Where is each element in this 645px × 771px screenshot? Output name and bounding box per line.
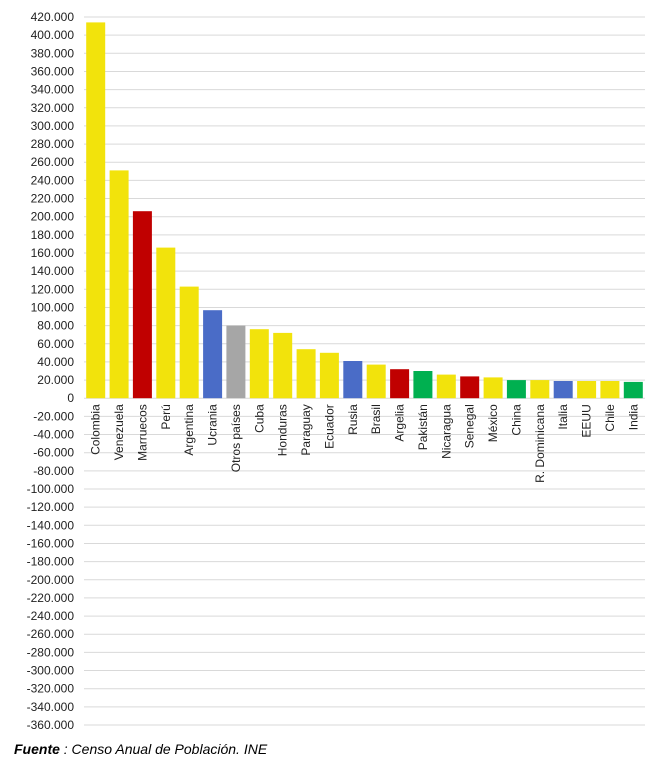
y-tick-label: -240.000 — [27, 609, 75, 623]
y-tick-label: 200.000 — [31, 210, 75, 224]
x-category-label: Argentina — [182, 404, 196, 456]
bar-per- — [156, 247, 176, 399]
x-category-label: Rusia — [346, 404, 360, 435]
y-tick-label: -140.000 — [27, 518, 75, 532]
x-category-label: Nicaragua — [439, 404, 453, 459]
y-tick-label: 280.000 — [31, 137, 75, 151]
y-tick-label: 140.000 — [31, 264, 75, 278]
y-tick-label: 160.000 — [31, 246, 75, 260]
source-note: Fuente : Censo Anual de Población. INE — [14, 741, 267, 757]
y-tick-label: 400.000 — [31, 28, 75, 42]
bar-ecuador — [319, 352, 339, 399]
bar-chile — [600, 381, 620, 399]
y-tick-label: -180.000 — [27, 555, 75, 569]
x-category-label: Paraguay — [299, 404, 313, 455]
y-tick-label: 80.000 — [37, 319, 74, 333]
y-tick-label: -200.000 — [27, 573, 75, 587]
y-tick-label: 420.000 — [31, 10, 75, 24]
bar-senegal — [460, 376, 480, 399]
bar-venezuela — [109, 170, 129, 399]
y-tick-label: 380.000 — [31, 46, 75, 60]
y-tick-label: -320.000 — [27, 682, 75, 696]
x-category-label: Ucrania — [206, 404, 220, 446]
x-category-label: Honduras — [276, 404, 290, 456]
x-category-label: Perú — [159, 404, 173, 429]
bar-chart: 420.000 400.000 380.000 360.000 340.000 320.0… — [27, 10, 645, 732]
bars — [86, 22, 643, 399]
y-tick-label: 240.000 — [31, 173, 75, 187]
y-tick-label: 340.000 — [31, 83, 75, 97]
y-tick-label: 100.000 — [31, 300, 75, 314]
bar-india — [623, 381, 643, 399]
y-tick-label: 0 — [67, 391, 74, 405]
bar-italia — [553, 381, 573, 399]
bar-r-dominicana — [530, 380, 550, 399]
bar-otros-pa-ses — [226, 325, 246, 399]
y-tick-label: 260.000 — [31, 155, 75, 169]
x-category-label: Argelia — [393, 404, 407, 442]
y-tick-label: 180.000 — [31, 228, 75, 242]
y-tick-label: 60.000 — [37, 337, 74, 351]
y-tick-label: -260.000 — [27, 627, 75, 641]
y-tick-label: -160.000 — [27, 536, 75, 550]
y-tick-label: -60.000 — [33, 446, 74, 460]
x-category-label: Chile — [603, 404, 617, 432]
x-category-label: Italia — [556, 404, 570, 430]
bar-eeuu — [577, 381, 597, 399]
gridlines — [84, 16, 645, 726]
bar-argelia — [390, 369, 410, 399]
x-category-label: México — [486, 404, 500, 442]
y-tick-label: -100.000 — [27, 482, 75, 496]
bar-pakist-n — [413, 371, 433, 399]
bar-paraguay — [296, 349, 316, 399]
x-category-label: EEUU — [580, 404, 594, 437]
source-text: : Censo Anual de Población. INE — [59, 741, 268, 757]
bar-ucrania — [203, 310, 223, 399]
x-category-label: R. Dominicana — [533, 404, 547, 483]
y-tick-label: 220.000 — [31, 192, 75, 206]
x-axis-category-labels: Colombia Venezuela Marruecos Perú Argentina U… — [89, 404, 641, 483]
y-axis-tick-labels: 420.000 400.000 380.000 360.000 340.000 320.0… — [27, 10, 75, 732]
x-category-label: China — [509, 404, 523, 436]
bar-brasil — [366, 364, 386, 399]
x-category-label: Marruecos — [135, 404, 149, 461]
bar-cuba — [249, 329, 269, 399]
x-category-label: Cuba — [252, 404, 266, 433]
bar-rusia — [343, 361, 363, 399]
x-category-label: Pakistán — [416, 404, 430, 450]
x-category-label: Otros países — [229, 404, 243, 472]
bar-honduras — [273, 332, 293, 399]
y-tick-label: 20.000 — [37, 373, 74, 387]
x-category-label: Venezuela — [112, 404, 126, 460]
y-tick-label: 120.000 — [31, 282, 75, 296]
y-tick-label: -280.000 — [27, 645, 75, 659]
y-tick-label: -220.000 — [27, 591, 75, 605]
y-tick-label: -120.000 — [27, 500, 75, 514]
y-tick-label: -300.000 — [27, 664, 75, 678]
bar-china — [506, 380, 526, 399]
y-tick-label: 360.000 — [31, 64, 75, 78]
y-tick-label: -40.000 — [33, 428, 74, 442]
x-category-label: Ecuador — [322, 404, 336, 449]
bar-colombia — [86, 22, 106, 399]
x-category-label: Brasil — [369, 404, 383, 434]
x-category-label: Colombia — [89, 404, 103, 455]
y-tick-label: 300.000 — [31, 119, 75, 133]
y-tick-label: -360.000 — [27, 718, 75, 732]
y-tick-label: -20.000 — [33, 409, 74, 423]
bar-argentina — [179, 286, 199, 399]
bar-marruecos — [132, 211, 152, 399]
x-category-label: India — [626, 404, 640, 430]
source-label: Fuente — [14, 741, 60, 757]
x-category-label: Senegal — [463, 404, 477, 448]
y-tick-label: 320.000 — [31, 101, 75, 115]
bar-nicaragua — [436, 374, 456, 399]
y-tick-label: -340.000 — [27, 700, 75, 714]
y-tick-label: 40.000 — [37, 355, 74, 369]
y-tick-label: -80.000 — [33, 464, 74, 478]
bar-m-xico — [483, 377, 503, 399]
